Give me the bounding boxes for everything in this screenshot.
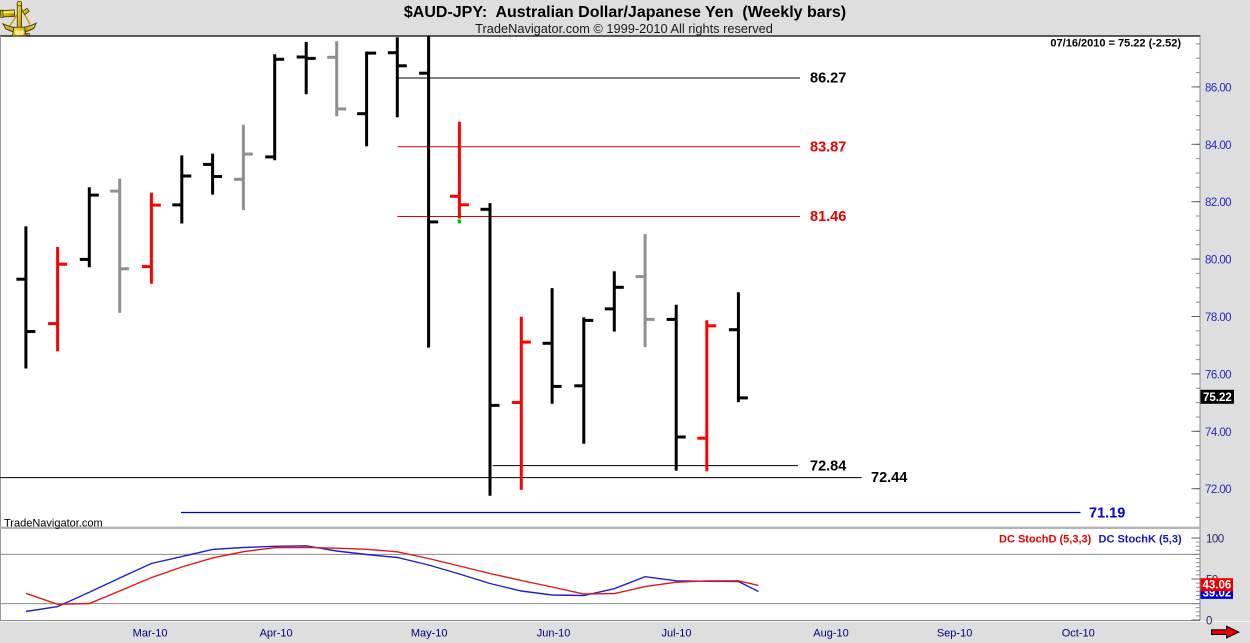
svg-text:84.00: 84.00 (1205, 140, 1231, 152)
svg-text:Mar-10: Mar-10 (133, 628, 168, 640)
svg-text:Aug-10: Aug-10 (813, 628, 848, 640)
svg-text:82.00: 82.00 (1205, 197, 1231, 209)
svg-text:80.00: 80.00 (1205, 255, 1231, 267)
svg-text:Jun-10: Jun-10 (537, 628, 571, 640)
svg-text:DC StochK (5,3): DC StochK (5,3) (1099, 533, 1182, 545)
svg-text:43.06: 43.06 (1203, 580, 1232, 592)
svg-text:Sep-10: Sep-10 (937, 628, 972, 640)
svg-text:TradeNavigator.com © 1999-2010: TradeNavigator.com © 1999-2010 All right… (475, 21, 773, 36)
svg-text:81.46: 81.46 (810, 209, 846, 225)
svg-text:71.19: 71.19 (1089, 506, 1125, 522)
svg-text:78.00: 78.00 (1205, 312, 1231, 324)
svg-text:83.87: 83.87 (810, 139, 846, 155)
svg-text:0: 0 (1206, 615, 1212, 627)
svg-text:100: 100 (1206, 533, 1224, 545)
svg-text:Apr-10: Apr-10 (260, 628, 293, 640)
svg-text:May-10: May-10 (411, 628, 448, 640)
svg-text:86.27: 86.27 (810, 71, 846, 87)
svg-text:Oct-10: Oct-10 (1062, 628, 1095, 640)
svg-text:TradeNavigator.com: TradeNavigator.com (4, 518, 103, 530)
svg-text:72.44: 72.44 (871, 470, 907, 486)
svg-text:07/16/2010 = 75.22 (-2.52): 07/16/2010 = 75.22 (-2.52) (1050, 37, 1181, 49)
svg-text:86.00: 86.00 (1205, 82, 1231, 94)
svg-text:$AUD-JPY: Australian Dollar/J: $AUD-JPY: Australian Dollar/Japanese Yen… (404, 4, 846, 21)
svg-text:Jul-10: Jul-10 (662, 628, 692, 640)
svg-text:76.00: 76.00 (1205, 369, 1231, 381)
svg-text:72.84: 72.84 (810, 459, 846, 475)
svg-text:74.00: 74.00 (1205, 427, 1231, 439)
svg-text:75.22: 75.22 (1203, 392, 1232, 404)
svg-text:DC StochD (5,3,3): DC StochD (5,3,3) (999, 533, 1092, 545)
svg-text:72.00: 72.00 (1205, 484, 1231, 496)
